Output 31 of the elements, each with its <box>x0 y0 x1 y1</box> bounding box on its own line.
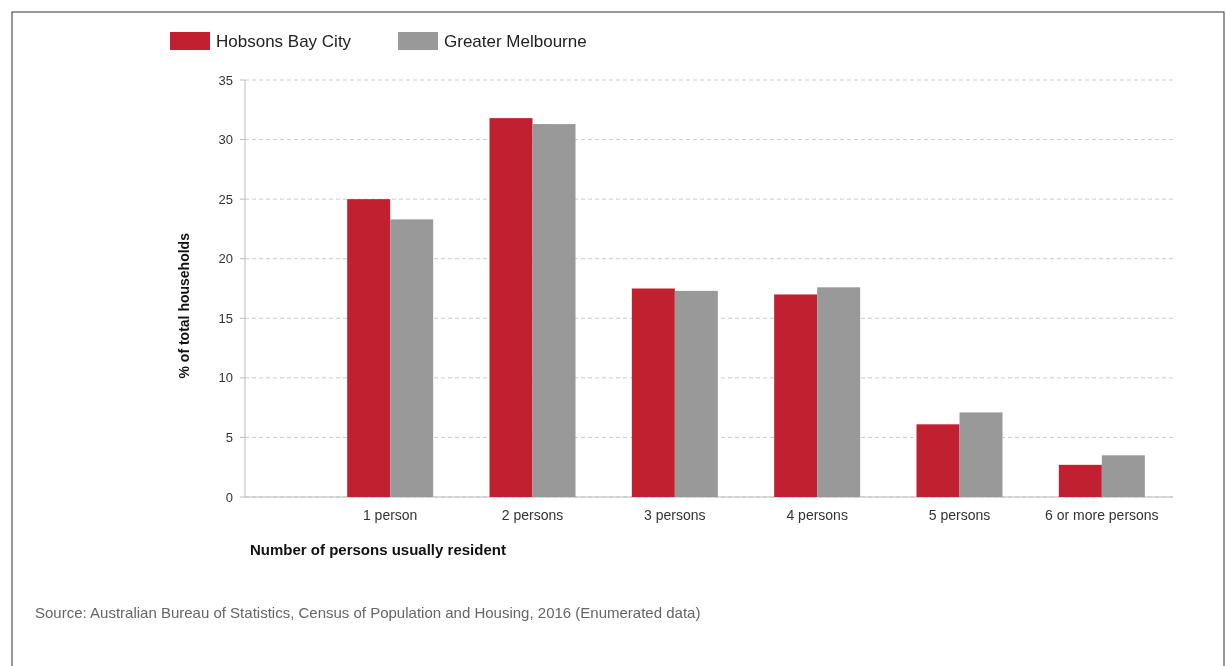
y-tick-label: 15 <box>218 310 233 326</box>
x-tick-label: 3 persons <box>644 507 706 523</box>
x-tick-label: 6 or more persons <box>1045 507 1159 523</box>
bar <box>916 424 960 497</box>
bar <box>774 294 818 497</box>
bar <box>1058 464 1102 497</box>
x-tick-label: 1 person <box>362 507 418 523</box>
bar <box>1101 455 1145 497</box>
bar <box>631 288 675 497</box>
y-tick-label: 10 <box>218 370 233 386</box>
x-tick-label: 2 persons <box>501 507 564 523</box>
x-tick-label: 5 persons <box>928 507 991 523</box>
y-tick-label: 5 <box>225 429 233 445</box>
y-tick-label: 0 <box>225 489 233 505</box>
y-tick-label: 25 <box>218 191 233 207</box>
x-axis-title: Number of persons usually resident <box>250 541 506 558</box>
x-tick-label: 4 persons <box>786 507 848 523</box>
bar <box>674 290 718 497</box>
bar <box>390 219 434 497</box>
y-tick-label: 35 <box>218 72 233 88</box>
bar <box>817 287 861 497</box>
y-tick-label: 30 <box>218 132 233 148</box>
legend-label: Greater Melbourne <box>444 32 587 52</box>
bar <box>959 412 1003 497</box>
bar <box>347 199 391 497</box>
y-axis-title: % of total households <box>176 232 192 379</box>
bar <box>532 124 576 497</box>
source-note: Source: Australian Bureau of Statistics, Census of Population and Housing, 2016 (Enumerated data) <box>35 604 701 621</box>
bar <box>489 118 533 497</box>
legend-label: Hobsons Bay City <box>216 32 352 52</box>
y-tick-label: 20 <box>218 251 233 267</box>
